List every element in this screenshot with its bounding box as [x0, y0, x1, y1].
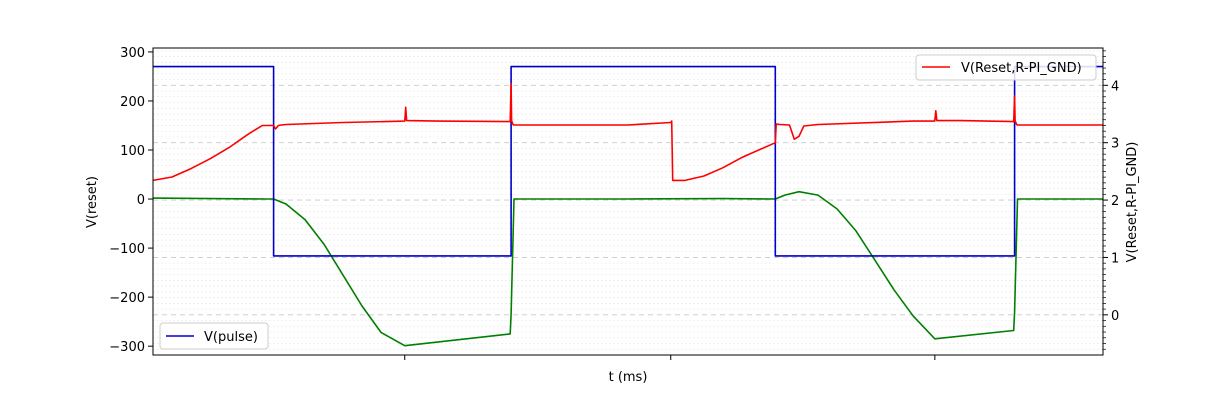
- left-tick-label: 100: [120, 144, 145, 159]
- series-line: [152, 190, 1103, 347]
- right-tick-label: 2: [1111, 194, 1119, 209]
- x-axis-label: t (ms): [609, 370, 648, 385]
- right-tick-label: 1: [1111, 251, 1119, 266]
- left-tick-label: −200: [109, 291, 145, 306]
- plot-frame: [152, 47, 1104, 356]
- left-tick-label: 200: [120, 95, 145, 110]
- series-line: [153, 65, 1103, 257]
- right-y-axis-label: V(Reset,R-PI_GND): [1125, 142, 1140, 263]
- legend-top-right-box: [915, 54, 1097, 81]
- left-tick-label: 0: [137, 193, 145, 208]
- right-tick-label: 3: [1111, 137, 1119, 152]
- series-layer: [152, 65, 1103, 347]
- left-tick-label: −300: [109, 340, 145, 355]
- legend-top-right-label: V(Reset,R-PI_GND): [961, 61, 1082, 76]
- legend-bottom-left: V(pulse): [159, 322, 269, 350]
- left-y-axis-label: V(reset): [85, 176, 100, 228]
- tick-layer: 300 200 100 0 −100 −200 −300 4 3 2 1 0: [109, 46, 1119, 360]
- left-tick-label: −100: [109, 242, 145, 257]
- grid-layer: [153, 50, 1103, 350]
- right-tick-label: 0: [1111, 309, 1119, 324]
- left-tick-label: 300: [120, 46, 145, 61]
- series-line: [152, 83, 1103, 182]
- legend-bottom-left-label: V(pulse): [204, 330, 258, 345]
- legend-bottom-left-box: [159, 322, 269, 350]
- right-tick-label: 4: [1111, 79, 1119, 94]
- legend-top-right: V(Reset,R-PI_GND): [915, 54, 1097, 81]
